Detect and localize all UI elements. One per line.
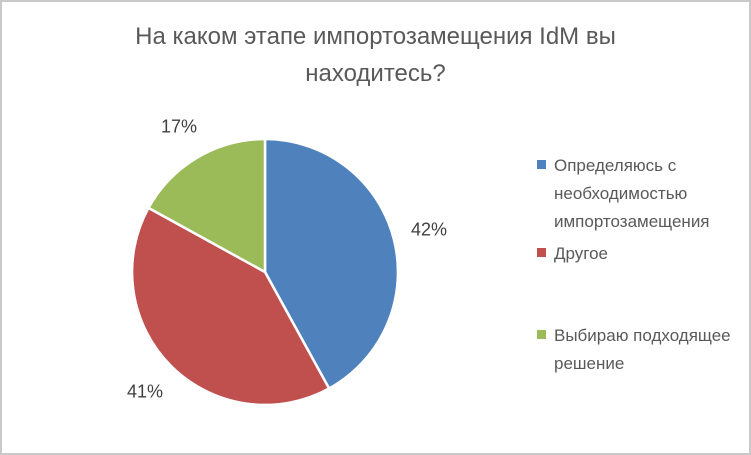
legend-entry-1: Другое [537,240,742,268]
legend-swatch-red [537,248,546,257]
legend-swatch-green [537,330,546,339]
pie-data-label-1: 41% [126,381,164,402]
legend-entry-0: Определяюсь с необходимостью импортозаме… [537,152,742,236]
pie-slice-2 [147,137,267,274]
pie-slice-1 [130,206,331,407]
pie-slice-0 [263,137,400,390]
legend-label-1: Другое [554,244,609,263]
pie-data-label-0: 42% [410,219,448,240]
legend-swatch-blue [537,160,546,169]
chart-title-text: На каком этапе импортозамещения IdM вы н… [135,23,616,87]
pie-data-label-2: 17% [160,116,198,137]
legend-label-2: Выбираю подходящее решение [554,326,731,373]
chart-title: На каком этапе импортозамещения IdM вы н… [2,18,749,92]
legend-entry-2: Выбираю подходящее решение [537,322,742,378]
legend-label-0: Определяюсь с необходимостью импортозаме… [554,156,710,231]
